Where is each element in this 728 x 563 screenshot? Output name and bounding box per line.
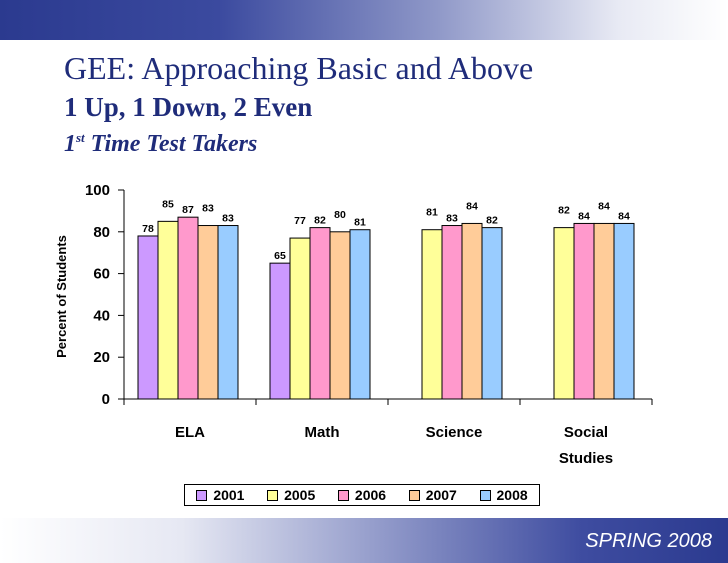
subtitle-ordinal-suffix: st	[76, 130, 85, 145]
bar-2001	[137, 235, 159, 400]
legend-swatch	[337, 489, 349, 501]
x-category-label: Studies	[559, 450, 613, 467]
x-category-label: Science	[426, 424, 483, 441]
bar-2007	[197, 225, 219, 400]
legend-item-2001: 2001	[196, 487, 244, 503]
y-tick-label: 40	[93, 307, 110, 324]
data-label: 87	[182, 204, 194, 216]
data-label: 83	[202, 203, 214, 215]
y-tick-label: 100	[85, 182, 110, 199]
data-label: 81	[354, 217, 366, 229]
legend-swatch	[479, 489, 491, 501]
data-label: 83	[222, 213, 234, 225]
bar-2007	[329, 231, 351, 400]
bar-2008	[613, 222, 635, 400]
y-tick-label: 20	[93, 349, 110, 366]
slide-subtitle: 1 Up, 1 Down, 2 Even	[64, 92, 313, 122]
subtitle-number: 1	[64, 131, 76, 157]
legend-item-2007: 2007	[408, 487, 457, 503]
header-band	[0, 0, 728, 40]
y-tick-label: 0	[102, 391, 110, 408]
data-label: 83	[446, 213, 458, 225]
x-category-label: ELA	[175, 424, 205, 441]
data-label: 82	[314, 215, 326, 227]
bar-2005	[289, 237, 311, 400]
bar-2005	[157, 220, 179, 400]
data-label: 84	[578, 210, 590, 222]
legend-swatch	[196, 489, 208, 501]
legend-label: 2006	[354, 487, 387, 503]
bar-2006	[441, 225, 463, 400]
x-category-label: Math	[305, 424, 340, 441]
legend-item-2008: 2008	[479, 487, 528, 503]
bar-2008	[217, 225, 239, 400]
legend-swatch	[408, 489, 420, 501]
bar-2007	[593, 222, 615, 400]
legend-item-2005: 2005	[267, 487, 315, 503]
data-label: 84	[466, 200, 478, 212]
data-label: 85	[162, 198, 174, 210]
bar-2005	[421, 229, 443, 400]
data-label: 81	[426, 207, 438, 219]
data-label: 84	[618, 210, 630, 222]
data-label: 84	[598, 200, 610, 212]
bar-2008	[349, 229, 371, 400]
y-axis-title: Percent of Students	[54, 235, 69, 358]
bar-2006	[177, 216, 199, 400]
slide-subtitle-test-takers: 1st Time Test Takers	[64, 130, 257, 158]
data-label: 78	[142, 223, 154, 235]
bar-2007	[461, 222, 483, 400]
x-category-label: Social	[564, 424, 608, 441]
y-tick-label: 60	[93, 266, 110, 283]
slide-title: GEE: Approaching Basic and Above	[64, 50, 534, 86]
bar-2006	[309, 227, 331, 400]
data-label: 82	[558, 205, 570, 217]
data-label: 65	[274, 250, 286, 262]
data-label: 80	[334, 209, 346, 221]
bar-2006	[573, 222, 595, 400]
bar-2001	[269, 262, 291, 400]
legend-label: 2001	[213, 487, 245, 503]
footer-label: SPRING 2008	[585, 530, 712, 552]
bar-2008	[481, 227, 503, 400]
legend-item-2006: 2006	[337, 487, 387, 503]
bar-2005	[553, 227, 575, 400]
legend-swatch	[267, 489, 279, 501]
y-tick-label: 80	[93, 224, 110, 241]
legend-label: 2005	[284, 487, 316, 503]
data-label: 82	[486, 215, 498, 227]
legend-label: 2008	[496, 487, 528, 503]
data-label: 77	[294, 215, 306, 227]
footer-band	[0, 518, 728, 563]
legend-label: 2007	[425, 487, 457, 503]
subtitle-text: Time Test Takers	[84, 131, 258, 157]
chart-legend: 2001 2005 2006 2007 2008	[184, 484, 540, 506]
